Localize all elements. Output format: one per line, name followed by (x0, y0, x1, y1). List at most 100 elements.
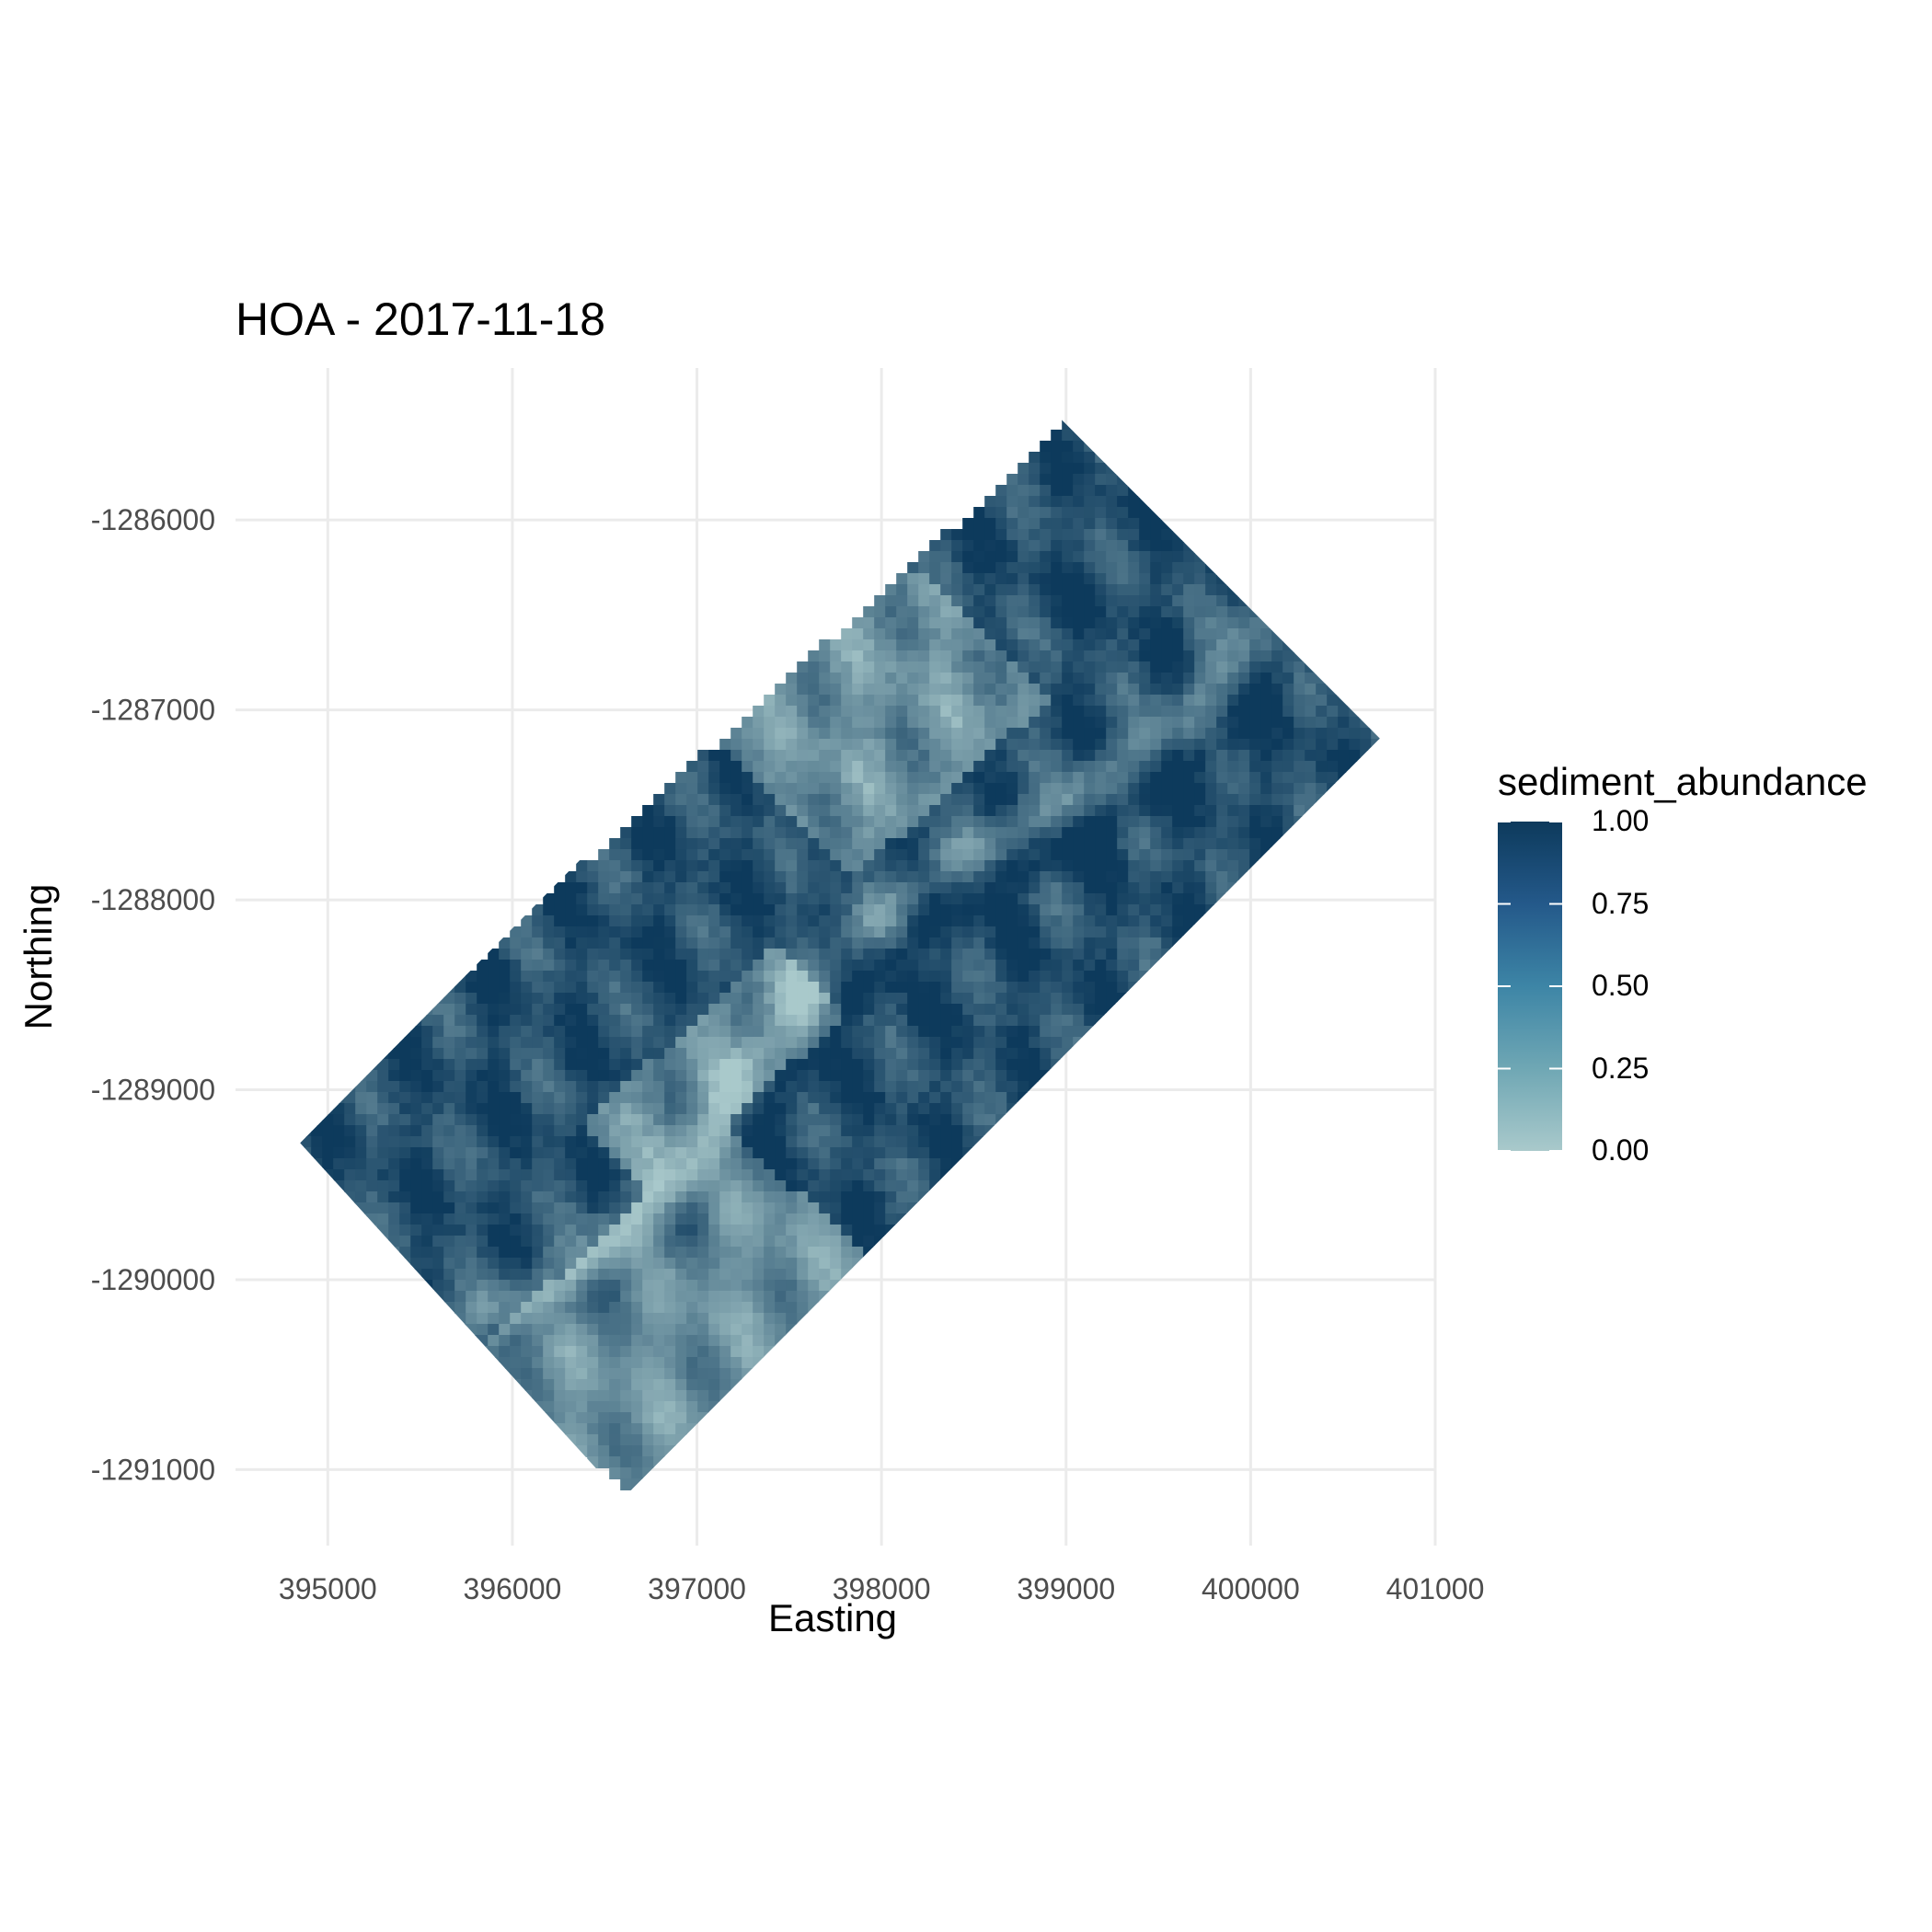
raster-cell (1062, 1092, 1075, 1104)
raster-cell (1139, 971, 1152, 983)
raster-cell (852, 904, 865, 916)
raster-cell (488, 993, 500, 1005)
raster-cell (1238, 573, 1251, 585)
raster-cell (477, 1313, 489, 1325)
raster-cell (697, 1225, 710, 1236)
raster-cell (1062, 794, 1075, 806)
raster-cell (686, 971, 699, 983)
raster-cell (1194, 949, 1207, 960)
raster-cell (775, 860, 788, 872)
raster-cell (543, 1015, 556, 1027)
raster-cell (1338, 706, 1351, 718)
raster-cell (852, 1302, 865, 1314)
raster-cell (686, 1247, 699, 1259)
raster-cell (543, 904, 556, 916)
raster-cell (1205, 949, 1218, 960)
raster-cell (1327, 673, 1340, 684)
raster-cell (1029, 739, 1041, 751)
raster-cell (753, 805, 765, 817)
raster-cell (620, 1324, 633, 1336)
raster-cell (1073, 772, 1086, 784)
raster-cell (543, 1092, 556, 1104)
raster-cell (918, 893, 931, 905)
raster-cell (1161, 993, 1174, 1005)
raster-cell (719, 1048, 732, 1060)
raster-cell (1238, 706, 1251, 718)
raster-cell (841, 1015, 854, 1027)
raster-cell (1260, 904, 1273, 916)
raster-cell (576, 1015, 589, 1027)
raster-cell (1349, 816, 1362, 828)
raster-cell (962, 684, 975, 696)
raster-cell (532, 1059, 545, 1071)
raster-cell (907, 562, 920, 574)
raster-cell (962, 1103, 975, 1115)
raster-cell (675, 1247, 688, 1259)
raster-cell (532, 1103, 545, 1115)
raster-cell (1349, 860, 1362, 872)
raster-cell (775, 1291, 788, 1303)
raster-cell (984, 1103, 997, 1115)
raster-cell (532, 1070, 545, 1082)
raster-cell (1294, 915, 1306, 927)
raster-cell (477, 1103, 489, 1115)
raster-cell (852, 1147, 865, 1159)
raster-cell (874, 827, 887, 839)
raster-cell (1040, 1103, 1052, 1115)
raster-cell (300, 1136, 313, 1148)
raster-cell (1051, 893, 1064, 905)
raster-cell (830, 827, 843, 839)
raster-cell (1029, 639, 1041, 651)
raster-cell (940, 1103, 953, 1115)
raster-cell (443, 1070, 456, 1082)
raster-cell (929, 551, 942, 563)
raster-cell (466, 1191, 478, 1203)
raster-cell (1305, 827, 1317, 839)
raster-cell (841, 1059, 854, 1071)
raster-cell (753, 1269, 765, 1281)
raster-cell (1349, 838, 1362, 850)
raster-cell (797, 805, 810, 817)
raster-cell (1117, 739, 1130, 751)
raster-cell (543, 1158, 556, 1170)
raster-cell (565, 1379, 578, 1391)
raster-cell (973, 1191, 986, 1203)
raster-cell (1128, 706, 1141, 718)
raster-cell (1249, 617, 1262, 629)
raster-cell (1161, 893, 1174, 905)
raster-cell (1227, 750, 1240, 762)
raster-cell (863, 1280, 876, 1292)
raster-cell (841, 1125, 854, 1137)
raster-cell (653, 1346, 666, 1358)
raster-cell (333, 1147, 346, 1159)
raster-cell (896, 673, 909, 684)
raster-cell (664, 937, 677, 949)
raster-cell (918, 871, 931, 883)
raster-cell (620, 1059, 633, 1071)
raster-cell (664, 904, 677, 916)
raster-cell (874, 717, 887, 729)
raster-cell (1018, 926, 1030, 938)
raster-cell (1029, 849, 1041, 861)
raster-cell (1227, 650, 1240, 662)
raster-cell (797, 761, 810, 773)
raster-cell (973, 1059, 986, 1071)
raster-cell (719, 871, 732, 883)
raster-cell (565, 1401, 578, 1413)
raster-cell (907, 827, 920, 839)
raster-cell (764, 1379, 776, 1391)
raster-cell (929, 849, 942, 861)
raster-cell (587, 1379, 600, 1391)
raster-cell (543, 926, 556, 938)
raster-cell (443, 1114, 456, 1126)
raster-cell (940, 617, 953, 629)
raster-cell (896, 739, 909, 751)
raster-cell (775, 794, 788, 806)
raster-cell (918, 706, 931, 718)
raster-cell (719, 1335, 732, 1347)
raster-cell (951, 1048, 964, 1060)
raster-cell (1084, 772, 1097, 784)
raster-cell (1006, 750, 1019, 762)
raster-cell (819, 1335, 832, 1347)
raster-cell (1172, 772, 1185, 784)
